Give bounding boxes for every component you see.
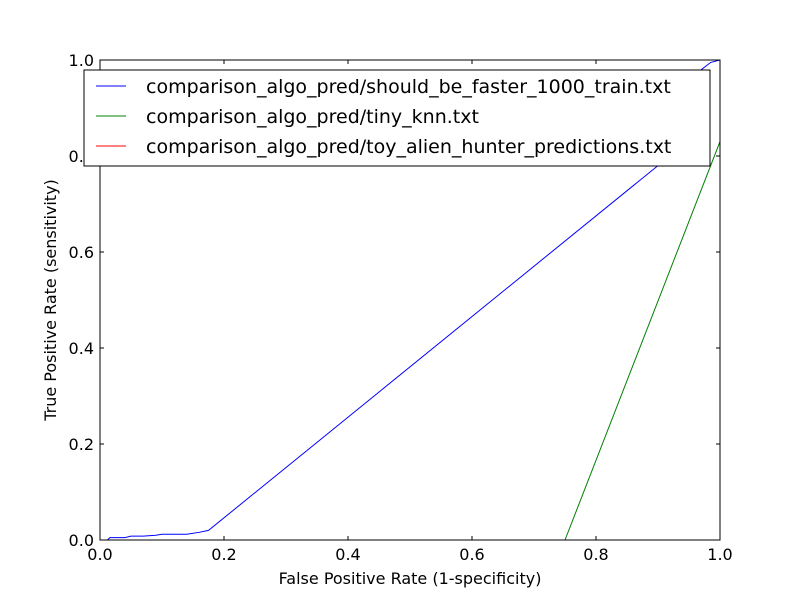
x-tick-label: 1.0 (707, 545, 732, 564)
x-tick-label: 0.6 (459, 545, 484, 564)
legend-label-0: comparison_algo_pred/should_be_faster_10… (146, 76, 671, 98)
x-tick-label: 0.0 (87, 545, 112, 564)
axes-frame (99, 59, 721, 541)
legend: comparison_algo_pred/should_be_faster_10… (83, 69, 711, 167)
legend-label-2: comparison_algo_pred/toy_alien_hunter_pr… (146, 136, 671, 158)
legend-label-1: comparison_algo_pred/tiny_knn.txt (146, 106, 479, 128)
x-axis-label: False Positive Rate (1-specificity) (279, 569, 542, 588)
series-line-1 (100, 60, 720, 540)
y-tick-label: 0.2 (69, 435, 94, 454)
legend-box (83, 69, 711, 167)
axis-ticks: 0.0 0.2 0.4 0.6 0.8 1.00.00.20.40.60.81.0 (69, 51, 733, 564)
x-tick-label: 0.8 (583, 545, 608, 564)
y-tick-label: 1.0 (69, 51, 94, 70)
x-tick-label: 0.2 (211, 545, 236, 564)
y-tick-label: 0.4 (69, 339, 94, 358)
x-tick-label: 0.4 (335, 545, 360, 564)
y-tick-label: 0.6 (69, 243, 94, 262)
y-axis-label: True Positive Rate (sensitivity) (41, 179, 60, 422)
y-tick-label: 0.0 (69, 531, 94, 550)
